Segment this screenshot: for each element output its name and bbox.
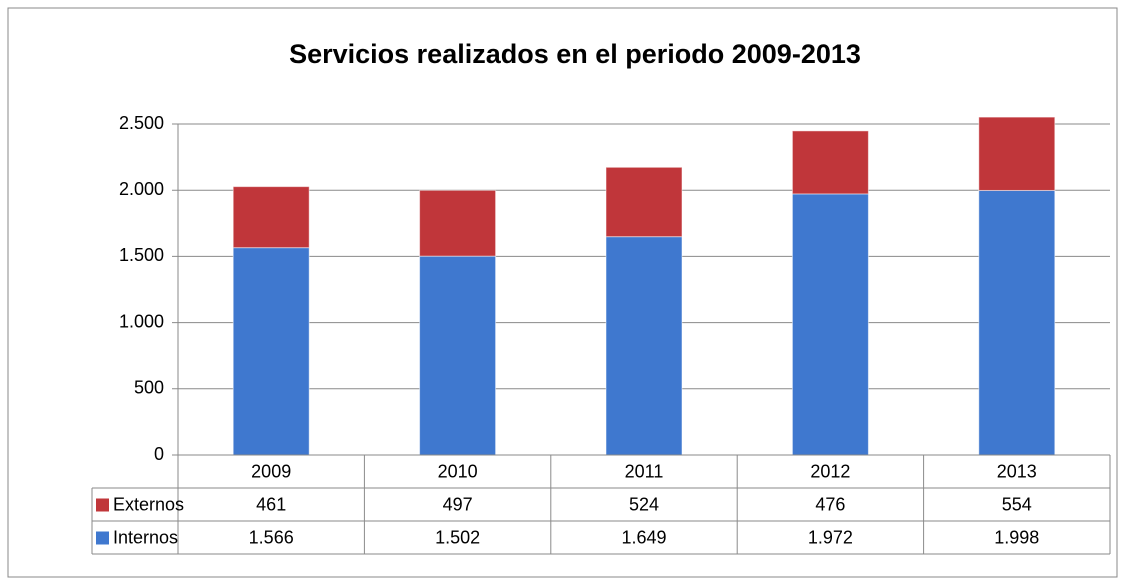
data-label: 524 — [629, 494, 659, 514]
data-label: 497 — [443, 494, 473, 514]
data-label: 1.649 — [621, 527, 666, 547]
bar-segment — [978, 116, 1056, 191]
y-tick-label: 0 — [154, 444, 164, 464]
bar-segment — [605, 236, 683, 456]
chart-title: Servicios realizados en el periodo 2009-… — [289, 39, 861, 69]
x-tick-label: 2009 — [251, 461, 291, 481]
y-tick-label: 500 — [134, 378, 164, 398]
data-label: 554 — [1002, 494, 1032, 514]
y-tick-label: 2.500 — [119, 113, 164, 133]
data-label: 461 — [256, 494, 286, 514]
chart-frame — [7, 7, 1118, 578]
data-label: 1.998 — [994, 527, 1039, 547]
data-label: 1.566 — [249, 527, 294, 547]
legend-label: Externos — [113, 494, 184, 514]
data-label: 476 — [815, 494, 845, 514]
bar-segment — [791, 193, 869, 456]
bar-segment — [232, 186, 310, 249]
bar-segment — [978, 189, 1056, 456]
bar-segment — [419, 255, 497, 456]
bar-segment — [232, 247, 310, 456]
x-tick-label: 2012 — [810, 461, 850, 481]
bar-segment — [419, 189, 497, 257]
y-tick-label: 1.500 — [119, 245, 164, 265]
bar-segment — [605, 166, 683, 238]
x-tick-label: 2013 — [997, 461, 1037, 481]
legend-label: Internos — [113, 527, 178, 547]
legend-key — [96, 531, 109, 545]
x-tick-label: 2011 — [625, 461, 664, 481]
data-label: 1.972 — [808, 527, 853, 547]
y-tick-label: 1.000 — [119, 311, 164, 331]
data-label: 1.502 — [435, 527, 480, 547]
legend-key — [96, 498, 109, 512]
x-tick-label: 2010 — [438, 461, 478, 481]
y-tick-label: 2.000 — [119, 179, 164, 199]
bar-segment — [791, 130, 869, 195]
